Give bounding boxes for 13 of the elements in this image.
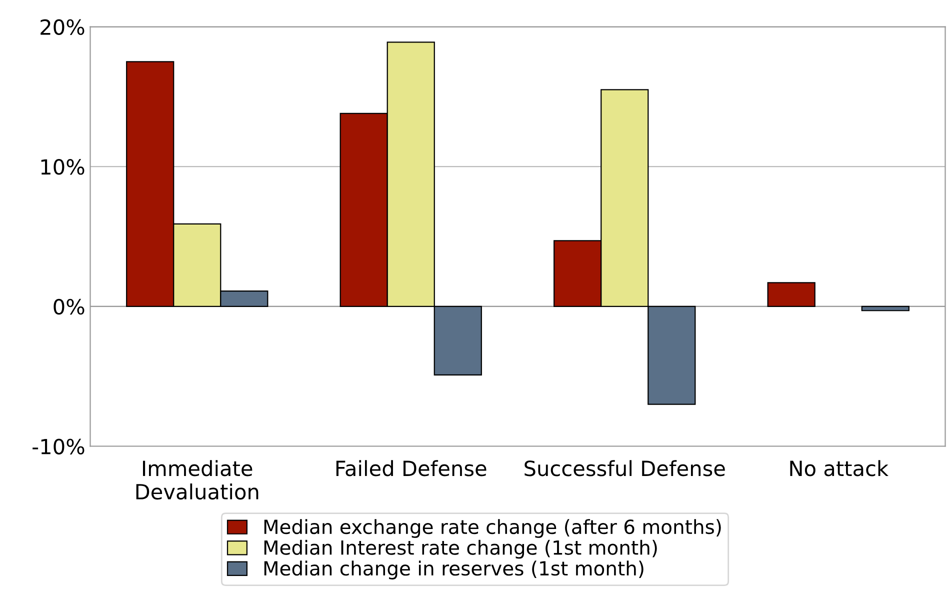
x-tick-label: Immediate Devaluation [136, 460, 258, 500]
x-tick-label: Failed Defense [336, 460, 486, 476]
y-tick-label: 10% [41, 159, 84, 175]
legend-label: Median Interest rate change (1st month) [264, 540, 657, 559]
y-tick-label: -10% [32, 438, 84, 454]
legend-label: Median change in reserves (1st month) [264, 560, 644, 580]
y-tick-label: 20% [40, 19, 84, 35]
legend-label: Median exchange rate change (after 6 months) [264, 519, 721, 538]
x-tick-label: Successful Defense [524, 460, 725, 476]
x-tick-label: No attack [790, 460, 888, 476]
y-tick-label: 0% [54, 298, 84, 315]
bar [767, 282, 816, 307]
bar [861, 306, 910, 312]
